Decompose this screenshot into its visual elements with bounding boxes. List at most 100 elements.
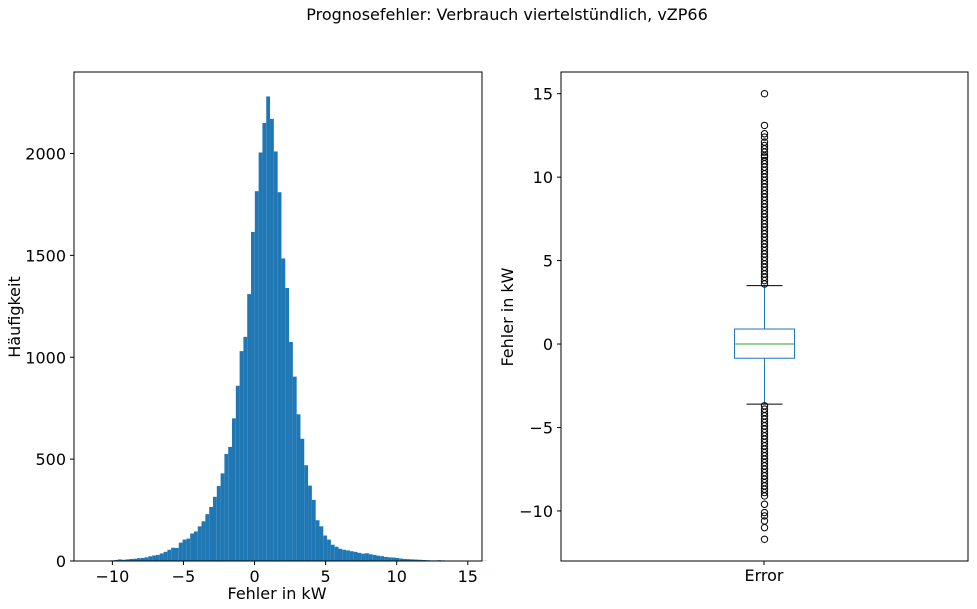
boxplot-marks [734,89,795,544]
histogram-bar [121,559,126,561]
boxplot-y-tick-label: 0 [543,335,553,354]
histogram-bar [296,414,301,561]
histogram-bar [239,351,244,561]
histogram-bar [262,122,267,561]
histogram-bar [228,446,233,561]
histogram-y-tick-label: 1500 [25,246,66,265]
boxplot-y-tick-label: −10 [519,502,553,521]
histogram-y-tick-label: 1000 [25,348,66,367]
histogram-bar [403,558,407,561]
histogram-bar [235,385,240,561]
histogram-bar [346,550,350,561]
histogram-x-tick-label: 5 [321,567,331,586]
boxplot-y-tick-label: −5 [529,418,553,437]
boxplot-y-tick-label: 5 [543,252,553,271]
histogram-bar [273,151,278,561]
histogram-bar [399,558,404,561]
boxplot-outlier [760,500,769,508]
histogram-bar [376,555,381,561]
histogram-bar [182,539,187,561]
boxplot-outlier [760,492,769,500]
boxplot-outlier [760,133,769,141]
boxplot-outlier [760,148,769,156]
boxplot-chart: −10 −5 0 5 10 15 Error Fehler in kW [498,71,969,585]
histogram-bar [330,544,335,561]
histogram-bar [395,557,400,561]
boxplot-y-ticks: −10 −5 0 5 10 15 [519,85,561,521]
histogram-x-tick-label: 0 [249,567,259,586]
histogram-bar [254,191,259,561]
histogram-bar [277,192,282,561]
histogram-bar [117,559,122,561]
histogram-bar [174,547,179,561]
histogram-bars [106,96,487,562]
histogram-bar [167,549,172,561]
histogram-bar [349,551,354,561]
histogram-bar [353,551,358,561]
histogram-y-axis-label: Häufigkeit [5,276,24,357]
histogram-bar [338,548,343,561]
histogram-bar [311,499,316,561]
histogram-bar [319,526,324,561]
histogram-bar [178,542,183,561]
histogram-bar [216,486,221,561]
histogram-bar [270,118,274,562]
histogram-bar [140,557,145,561]
boxplot-y-tick-label: 15 [533,85,553,104]
histogram-y-ticks: 0 500 1000 1500 2000 [25,145,74,571]
histogram-bar [342,549,347,561]
boxplot-outlier [760,130,769,138]
histogram-x-tick-label: 15 [458,567,478,586]
histogram-y-tick-label: 0 [56,552,66,571]
histogram-bar [197,526,202,561]
boxplot-outlier [760,535,769,544]
histogram-bar [224,454,229,561]
histogram-bar [391,557,396,561]
histogram-bar [327,539,331,561]
histogram-bar [372,554,377,561]
histogram-bar [144,557,149,561]
histogram-bar [251,231,255,561]
histogram-bar [159,553,164,561]
boxplot-outlier [760,280,769,288]
boxplot-y-axis-label: Fehler in kW [498,267,517,366]
histogram-plot-frame [73,71,483,562]
histogram-bar [266,96,271,561]
histogram-y-tick-label: 2000 [25,145,66,164]
histogram-bar [365,553,369,561]
figure-title: Prognosefehler: Verbrauch viertelstündli… [306,5,708,24]
histogram-bar [289,341,293,561]
histogram-bar [368,554,373,561]
histogram-bar [281,258,286,561]
histogram-bar [171,547,175,561]
histogram-x-tick-label: −5 [172,567,196,586]
histogram-x-axis-label: Fehler in kW [227,584,326,603]
histogram-bar [308,485,312,561]
histogram-bar [300,438,305,561]
histogram-bar [418,559,423,561]
histogram-bar [193,531,198,561]
histogram-bar [114,559,118,561]
histogram-bar [323,535,328,561]
histogram-y-tick-label: 500 [35,450,66,469]
histogram-bar [186,538,191,561]
histogram-bar [410,559,415,561]
histogram-bar [155,554,160,561]
histogram-bar [357,552,362,561]
histogram-bar [205,514,210,561]
histogram-bar [247,294,252,561]
histogram-bar [220,473,225,561]
histogram-bar [136,558,141,561]
histogram-bar [292,376,297,561]
boxplot-y-tick-label: 10 [533,168,553,187]
histogram-bar [285,287,290,561]
histogram-bar [129,558,134,561]
boxplot-outlier [760,508,769,517]
histogram-bar [304,465,309,561]
boxplot-outlier [760,488,769,497]
histogram-chart: −10 −5 0 5 10 15 0 500 1000 1500 2000 Fehler in k… [5,71,487,603]
histogram-bar [243,336,248,561]
histogram-bar [387,557,392,561]
histogram-bar [414,559,419,561]
histogram-bar [422,559,426,561]
